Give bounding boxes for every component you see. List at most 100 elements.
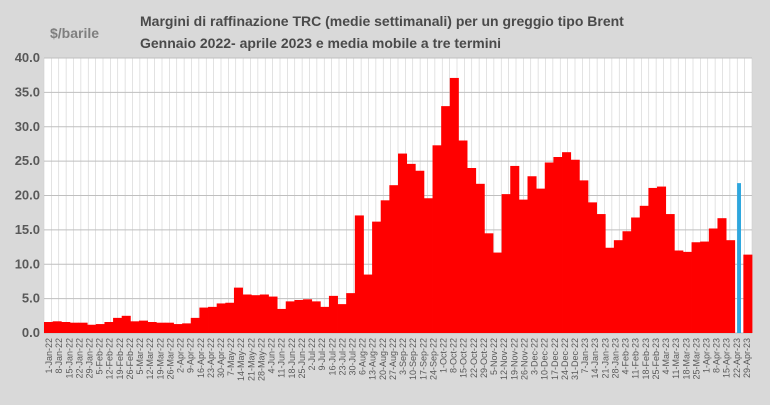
bar xyxy=(700,241,710,333)
x-tick-label: 29-Apr-23 xyxy=(742,338,752,378)
x-tick-label: 24-Sep-22 xyxy=(428,338,438,380)
x-tick-label: 5-Nov-22 xyxy=(489,338,499,375)
x-tick-label: 4-Feb-23 xyxy=(621,338,631,375)
x-tick-label: 2-Jul-22 xyxy=(307,338,317,371)
x-tick-label: 29-Jan-22 xyxy=(85,338,95,379)
x-tick-label: 14-Jan-23 xyxy=(590,338,600,379)
bar xyxy=(164,322,174,333)
x-tick-label: 8-Apr-23 xyxy=(712,338,722,373)
bar xyxy=(104,322,114,333)
x-tick-label: 15-Oct-22 xyxy=(459,338,469,378)
x-tick-label: 28-May-22 xyxy=(256,338,266,381)
x-tick-label: 18-Feb-23 xyxy=(641,338,651,380)
x-tick-label: 16-Jul-22 xyxy=(327,338,337,376)
x-tick-label: 18-Jun-22 xyxy=(287,338,297,379)
bar xyxy=(639,205,649,333)
bar xyxy=(501,194,511,333)
x-tick-label: 3-Sep-22 xyxy=(398,338,408,375)
bar xyxy=(432,145,442,333)
bar xyxy=(726,240,736,333)
bar xyxy=(363,274,373,333)
bar xyxy=(544,162,554,333)
x-tick-label: 7-May-22 xyxy=(226,338,236,376)
bar xyxy=(475,183,485,333)
bar xyxy=(510,165,520,333)
bar xyxy=(579,180,589,333)
bar xyxy=(527,176,537,333)
x-tick-label: 10-Dec-22 xyxy=(540,338,550,380)
bar xyxy=(337,304,347,333)
x-tick-label: 2-Apr-22 xyxy=(176,338,186,373)
bar xyxy=(199,307,209,333)
x-tick-label: 6-Aug-22 xyxy=(358,338,368,375)
bar xyxy=(691,242,701,333)
bar xyxy=(147,322,157,333)
bar xyxy=(208,306,218,333)
bar xyxy=(113,317,123,333)
x-tick-label: 9-Jul-22 xyxy=(317,338,327,371)
x-tick-label: 24-Dec-22 xyxy=(560,338,570,380)
x-tick-label: 14-May-22 xyxy=(236,338,246,381)
x-tick-label: 8-Oct-22 xyxy=(449,338,459,373)
x-tick-label: 25-Feb-23 xyxy=(651,338,661,380)
x-tick-label: 5-Feb-22 xyxy=(95,338,105,375)
y-axis-ticks: 0.0 5.0 10.0 15.0 20.0 25.0 30.0 35.0 40.0 xyxy=(15,50,40,340)
bar xyxy=(277,308,287,333)
y-tick-label: 20.0 xyxy=(15,188,40,203)
bar xyxy=(596,214,606,333)
x-tick-label: 19-Feb-22 xyxy=(115,338,125,380)
bar xyxy=(173,324,183,333)
bar xyxy=(294,300,304,333)
bar xyxy=(587,202,597,333)
bar xyxy=(708,228,718,333)
x-tick-label: 29-Oct-22 xyxy=(479,338,489,378)
y-tick-label: 35.0 xyxy=(15,84,40,99)
x-tick-label: 22-Oct-22 xyxy=(469,338,479,378)
x-tick-label: 18-Mar-23 xyxy=(681,338,691,380)
bar xyxy=(398,153,408,333)
bar xyxy=(492,252,503,333)
x-tick-label: 15-Jan-22 xyxy=(64,338,74,379)
bar xyxy=(346,293,356,333)
bar xyxy=(225,302,235,333)
y-tick-label: 30.0 xyxy=(15,119,40,134)
bar xyxy=(622,231,632,333)
x-tick-label: 25-Jun-22 xyxy=(297,338,307,379)
x-axis-ticks: 1-Jan-22 8-Jan-22 15-Jan-22 22-Jan-22 29-Jan… xyxy=(44,338,752,381)
x-tick-label: 1-Jan-22 xyxy=(44,338,54,374)
bar xyxy=(389,185,399,333)
bar xyxy=(61,322,71,333)
x-tick-label: 28-Jan-23 xyxy=(610,338,620,379)
bar xyxy=(138,320,149,333)
bar xyxy=(441,106,451,333)
bar xyxy=(320,306,330,333)
y-tick-label: 10.0 xyxy=(15,256,40,271)
x-tick-label: 7-Jan-23 xyxy=(580,338,590,374)
x-tick-label: 19-Nov-22 xyxy=(509,338,519,380)
bar xyxy=(570,159,580,333)
y-tick-label: 5.0 xyxy=(22,291,40,306)
bar xyxy=(303,299,313,333)
x-tick-label: 26-Feb-22 xyxy=(125,338,135,380)
bar xyxy=(190,317,200,333)
bar xyxy=(553,157,563,333)
bar xyxy=(216,303,226,333)
chart-subtitle: Gennaio 2022- aprile 2023 e media mobile… xyxy=(140,35,501,51)
x-tick-label: 12-Feb-22 xyxy=(105,338,115,380)
bar xyxy=(449,77,459,333)
bar xyxy=(156,322,166,333)
x-tick-label: 30-Apr-22 xyxy=(216,338,226,378)
x-tick-label: 11-Mar-23 xyxy=(671,338,681,379)
y-axis-unit-label: $/barile xyxy=(50,25,99,41)
x-tick-label: 11-Feb-23 xyxy=(631,338,641,379)
bar xyxy=(458,140,468,333)
x-tick-label: 4-Jun-22 xyxy=(267,338,277,374)
bar xyxy=(665,214,675,333)
y-tick-label: 0.0 xyxy=(22,325,40,340)
bar xyxy=(682,251,692,333)
x-tick-label: 25-Mar-23 xyxy=(691,338,701,380)
x-tick-label: 12-Nov-22 xyxy=(499,338,509,380)
bar xyxy=(121,315,131,333)
x-tick-label: 16-Apr-22 xyxy=(196,338,206,378)
